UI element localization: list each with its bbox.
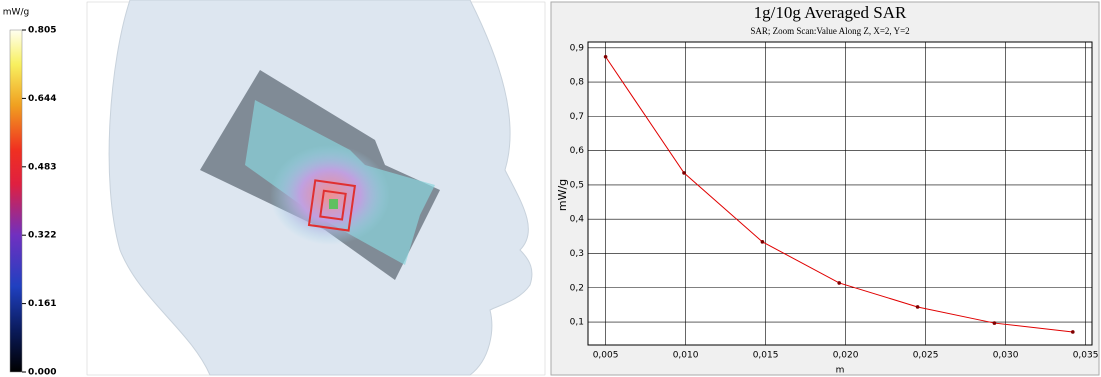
data-point [1071, 330, 1075, 334]
colorbar-tick-label: 0.483 [28, 162, 56, 172]
y-tick-label: 0,6 [570, 146, 585, 156]
x-tick-label: 0,010 [673, 351, 699, 361]
y-tick-label: 0,8 [570, 78, 585, 88]
head-render [108, 0, 533, 376]
colorbar-tick-label: 0.000 [28, 368, 56, 377]
y-tick-label: 0,2 [570, 283, 584, 293]
x-tick-label: 0,020 [833, 351, 859, 361]
data-point [915, 305, 920, 309]
y-axis-label: mW/g [556, 179, 569, 211]
colorbar-tick-label: 0.644 [28, 94, 56, 104]
y-tick-label: 0,9 [570, 43, 585, 53]
x-tick-label: 0,025 [913, 351, 939, 361]
colorbar-title: mW/g [3, 8, 29, 18]
y-tick-label: 0,1 [570, 318, 584, 328]
data-point [992, 321, 997, 325]
data-point [837, 281, 841, 285]
y-tick-label: 0,4 [570, 215, 585, 225]
plot-area [587, 41, 1093, 346]
x-tick-label: 0,035 [1073, 351, 1099, 361]
colorbar-tick-label: 0.161 [28, 299, 56, 309]
x-tick-label: 0,005 [593, 351, 619, 361]
data-point [682, 171, 686, 175]
chart-subtitle: SAR; Zoom Scan:Value Along Z, X=2, Y=2 [750, 26, 909, 36]
data-point [603, 54, 608, 59]
y-tick-label: 0,3 [570, 249, 584, 259]
y-tick-label: 0,5 [570, 180, 584, 190]
data-point [760, 240, 765, 244]
x-tick-label: 0,015 [753, 351, 779, 361]
chart-title: 1g/10g Averaged SAR [754, 3, 907, 22]
colorbar-tick-label: 0.805 [28, 26, 56, 36]
x-tick-label: 0,030 [993, 351, 1019, 361]
y-tick-label: 0,7 [570, 112, 584, 122]
x-axis-label: m [836, 366, 845, 376]
colorbar [9, 29, 23, 373]
colorbar-tick-label: 0.322 [28, 231, 56, 241]
